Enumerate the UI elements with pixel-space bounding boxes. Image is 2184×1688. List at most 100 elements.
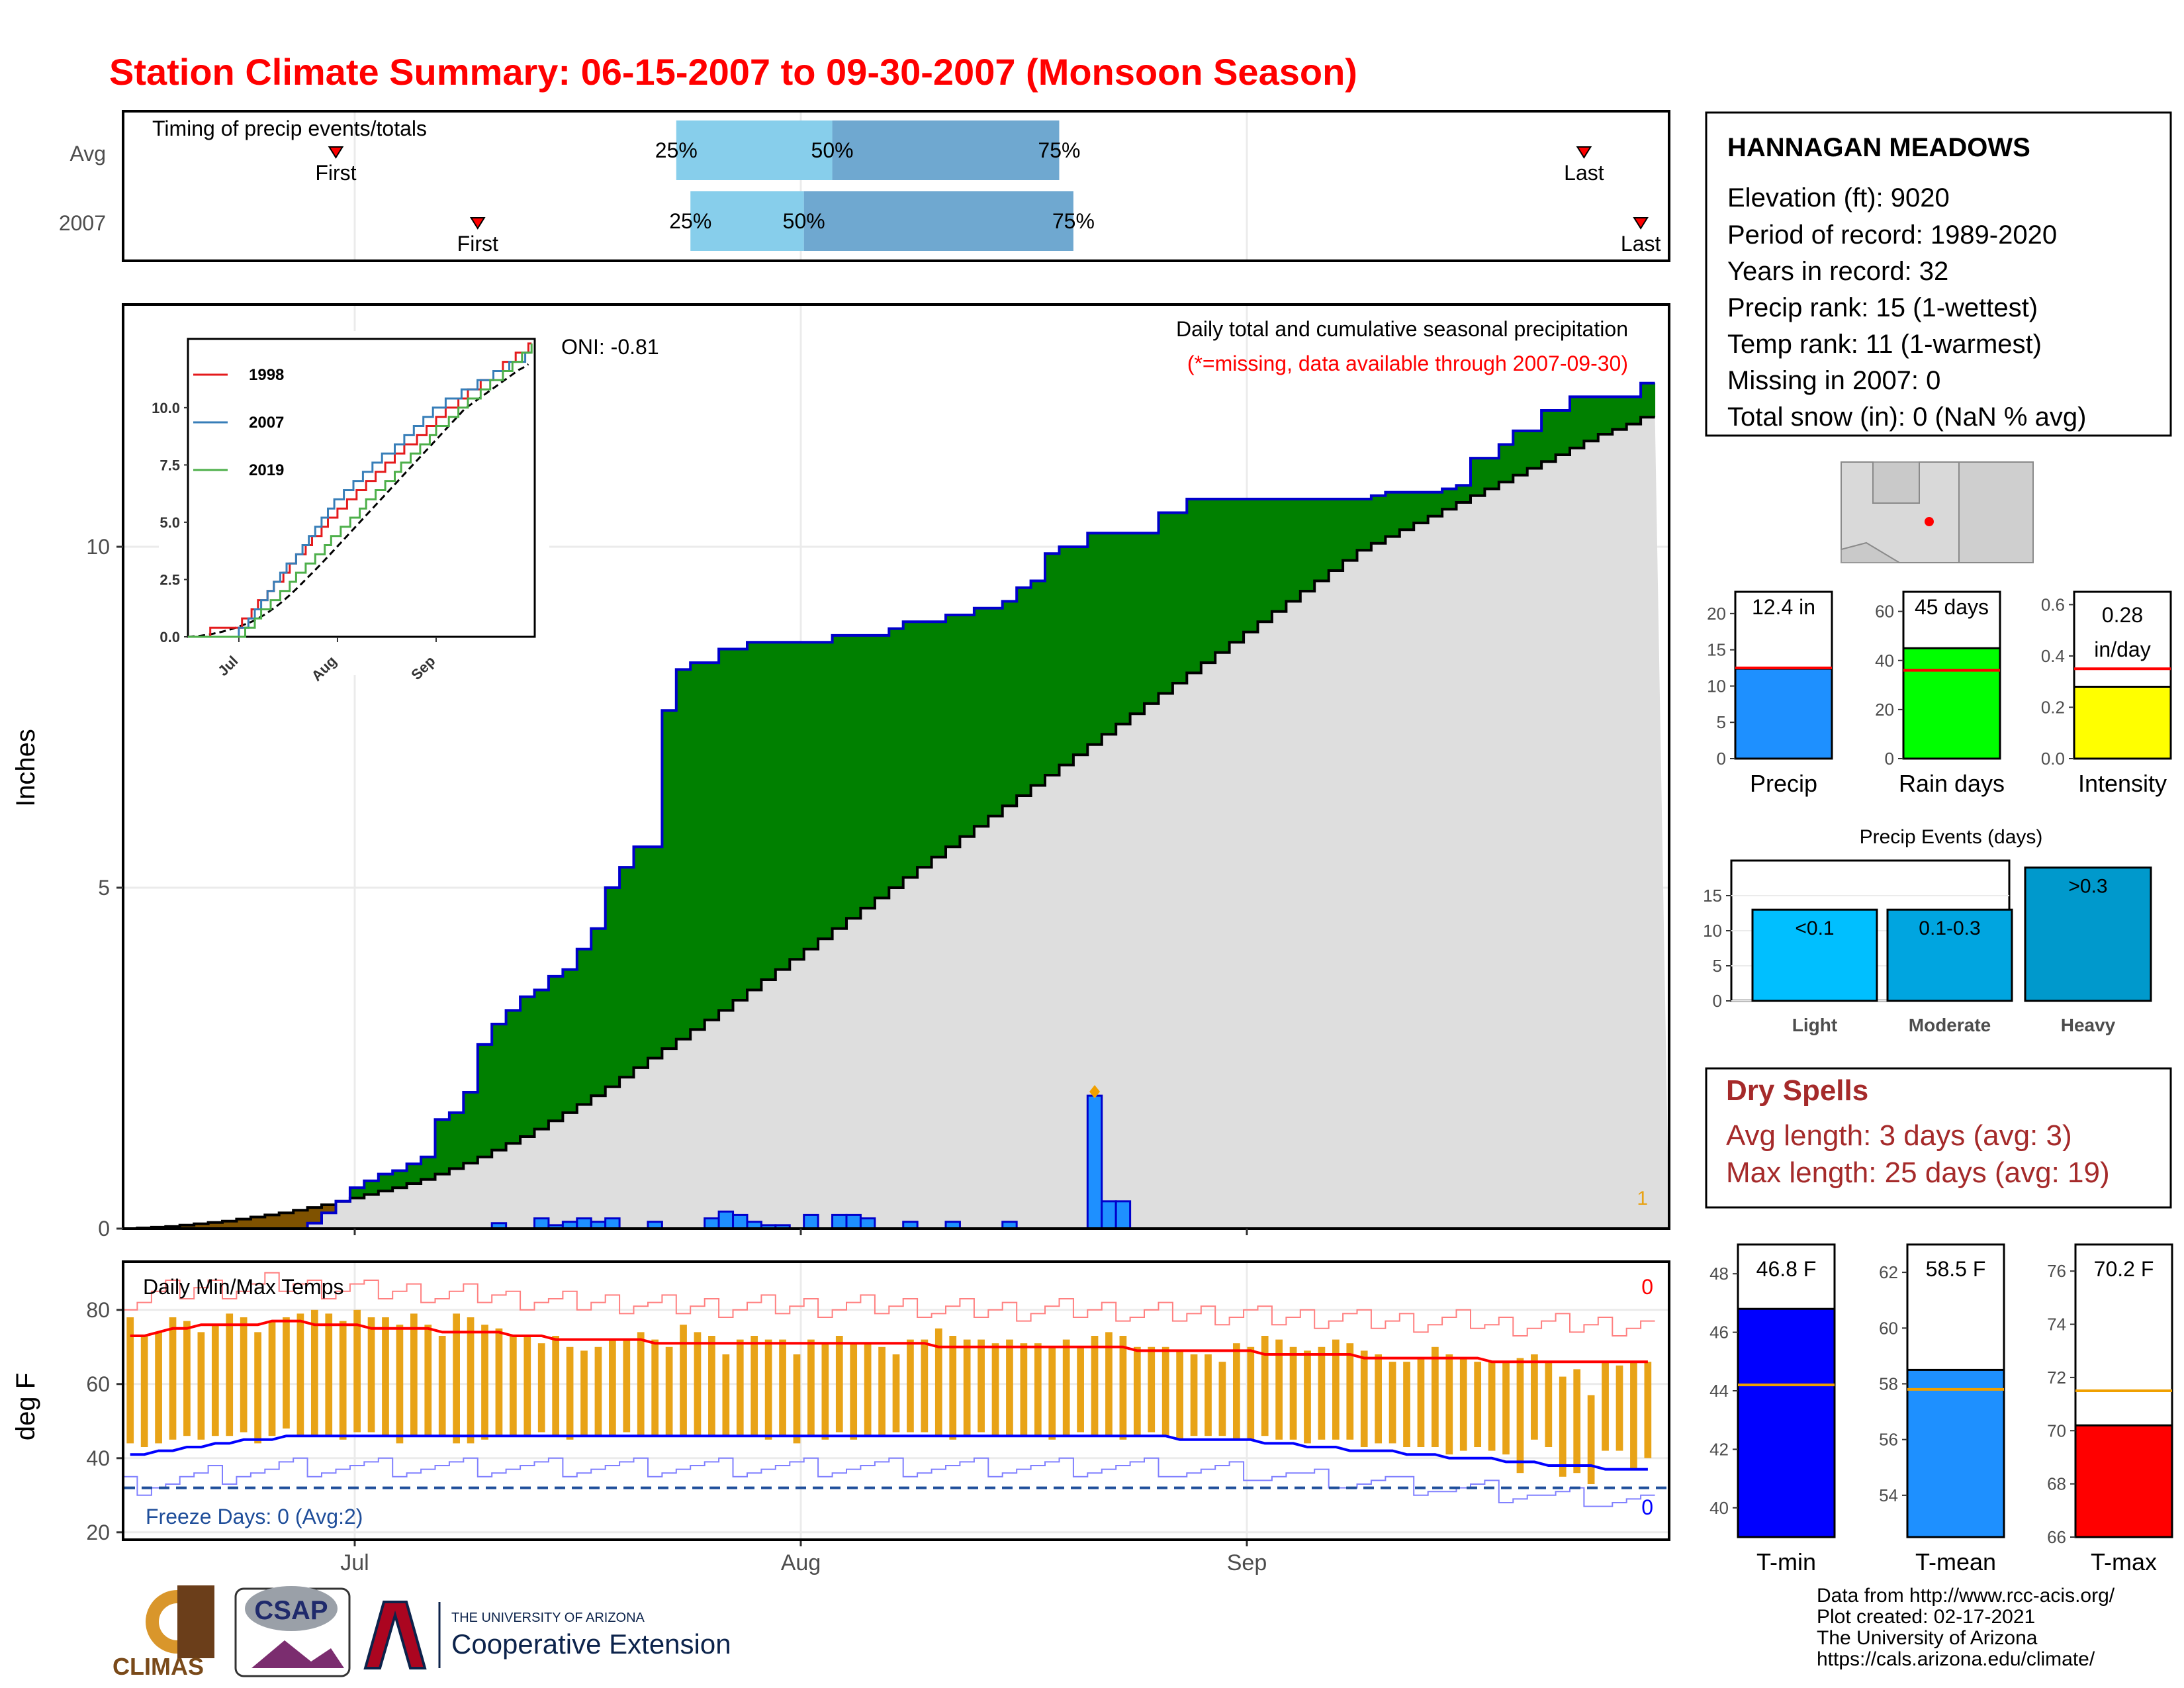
- daily-temp-bar: [1034, 1343, 1042, 1436]
- precip-missing-note: (*=missing, data available through 2007-…: [1187, 352, 1628, 375]
- temp-summary-tick-label: 66: [2047, 1527, 2066, 1547]
- temp-summary-tick-label: 44: [1709, 1381, 1729, 1401]
- temp-ytick-label: 80: [86, 1298, 110, 1322]
- daily-temp-bar: [325, 1313, 333, 1436]
- daily-temp-bar: [1573, 1369, 1581, 1474]
- daily-temp-bar: [169, 1317, 177, 1440]
- daily-temp-bar: [1474, 1362, 1482, 1447]
- precip-frame-outline: [122, 303, 1670, 1230]
- daily-temp-bar: [1006, 1339, 1013, 1436]
- summary-value-label: 45 days: [1915, 595, 1989, 619]
- below-avg-fill: [293, 1210, 308, 1229]
- timing-panel: Timing of precip events/totals 25% 50% 75%…: [59, 110, 1670, 262]
- daily-temp-bar: [1190, 1354, 1198, 1436]
- below-avg-fill: [322, 1204, 336, 1213]
- above-avg-fill: [1314, 498, 1330, 581]
- ua-logo: THE UNIVERSITY OF ARIZONA Cooperative Ex…: [363, 1601, 731, 1669]
- temp-summary-tick-label: 70: [2047, 1421, 2066, 1440]
- inset-frame: [187, 338, 536, 638]
- daily-temp-bar: [807, 1339, 815, 1436]
- daily-precip-bar: [717, 1210, 735, 1230]
- above-avg-fill: [1158, 512, 1173, 694]
- daily-temp-bar: [949, 1336, 957, 1440]
- above-avg-fill: [1271, 498, 1287, 612]
- above-avg-fill: [1229, 498, 1244, 643]
- inset-series-line-2007: [188, 352, 532, 638]
- above-avg-fill: [832, 635, 847, 929]
- daily-precip-bar: [831, 1213, 848, 1230]
- map-new-mexico: [1958, 461, 2034, 563]
- daily-temp-bar: [1161, 1346, 1169, 1436]
- temp-summary-tick-label: 40: [1709, 1498, 1729, 1518]
- daily-temp-bar: [793, 1354, 801, 1444]
- locator-map: [1841, 461, 2034, 563]
- summary-tick-label: 0.6: [2041, 594, 2065, 614]
- daily-temp-bar: [1247, 1346, 1255, 1440]
- above-avg-fill: [690, 663, 705, 1030]
- above-avg-fill: [960, 615, 975, 837]
- above-avg-fill: [449, 1112, 464, 1169]
- above-avg-fill: [1641, 383, 1656, 418]
- above-avg-fill: [392, 1170, 408, 1188]
- station-info-box: HANNAGAN MEADOWS Elevation (ft): 9020 Pe…: [1705, 111, 2172, 437]
- above-avg-fill: [1286, 498, 1301, 602]
- above-avg-fill: [1201, 498, 1216, 663]
- climas-wordmark: CLIMAS: [113, 1653, 204, 1680]
- csap-logo: CSAP: [234, 1586, 351, 1677]
- precip-panel: Daily total and cumulative seasonal prec…: [11, 303, 1670, 1241]
- summary-bar-Precip: [1734, 667, 1833, 760]
- above-avg-fill: [1484, 458, 1500, 489]
- daily-temp-bar: [140, 1336, 148, 1447]
- events-tick-label: 0: [1713, 991, 1722, 1011]
- above-avg-fill: [974, 608, 989, 827]
- daily-temp-bar: [1304, 1350, 1311, 1444]
- above-avg-fill: [1498, 444, 1514, 483]
- temp-frame-outline: [122, 1260, 1670, 1541]
- credit-university: The University of Arizona: [1817, 1627, 2038, 1649]
- timing-first-label: First: [457, 232, 498, 256]
- daily-temp-bar: [254, 1332, 261, 1444]
- daily-temp-bar: [1630, 1362, 1637, 1470]
- above-avg-fill: [1442, 489, 1457, 510]
- temp-content: 20 40 60 80: [86, 1263, 1668, 1546]
- above-avg-fill: [818, 642, 833, 939]
- daily-precip-bar: [1086, 1094, 1103, 1230]
- inset-series-line-2019: [188, 343, 533, 638]
- above-avg-fill: [931, 622, 946, 857]
- daily-temp-bar: [1502, 1362, 1510, 1455]
- daily-precip-bar: [576, 1217, 592, 1230]
- precip-ytick-label: 10: [86, 535, 110, 559]
- timing-q50-q75-bar: [832, 120, 1060, 180]
- above-avg-fill: [364, 1180, 379, 1195]
- daily-temp-bar: [580, 1350, 588, 1436]
- events-bar-inner-label: 0.1-0.3: [1919, 917, 1980, 939]
- daily-temp-bar: [1432, 1346, 1439, 1447]
- daily-temp-bar: [1133, 1346, 1141, 1436]
- csap-cloud-icon: [245, 1586, 338, 1631]
- station-temp-rank: Temp rank: 11 (1-warmest): [1727, 330, 2042, 359]
- timing-last-label: Last: [1621, 232, 1661, 256]
- above-avg-fill: [421, 1156, 435, 1180]
- daily-temp-bar: [878, 1346, 886, 1436]
- station-period: Period of record: 1989-2020: [1727, 220, 2057, 250]
- temp-summary-tick-label: 62: [1879, 1262, 1898, 1282]
- daily-precip-bar: [859, 1217, 876, 1230]
- credit-url: https://cals.arizona.edu/climate/: [1817, 1648, 2095, 1670]
- timing-q25-q50-bar: [676, 120, 833, 180]
- daily-temp-bar: [1445, 1354, 1453, 1455]
- summary-tick-label: 20: [1875, 700, 1894, 720]
- daily-temp-bar: [991, 1343, 999, 1436]
- inset-ytick-label: 5.0: [159, 514, 180, 531]
- station-missing: Missing in 2007: 0: [1727, 366, 1940, 395]
- summary-tick-label: 10: [1707, 676, 1726, 696]
- daily-temp-bar: [1105, 1332, 1113, 1436]
- above-avg-fill: [1030, 581, 1046, 786]
- observed-cumulative-line: [123, 381, 1655, 1230]
- daily-temp-bar: [296, 1313, 304, 1436]
- above-avg-fill: [1300, 498, 1315, 591]
- above-avg-fill: [719, 649, 734, 1011]
- above-avg-fill: [761, 642, 776, 980]
- ua-a-icon: [363, 1601, 427, 1669]
- daily-temp-bar: [751, 1336, 758, 1436]
- daily-temp-bar: [1020, 1343, 1028, 1436]
